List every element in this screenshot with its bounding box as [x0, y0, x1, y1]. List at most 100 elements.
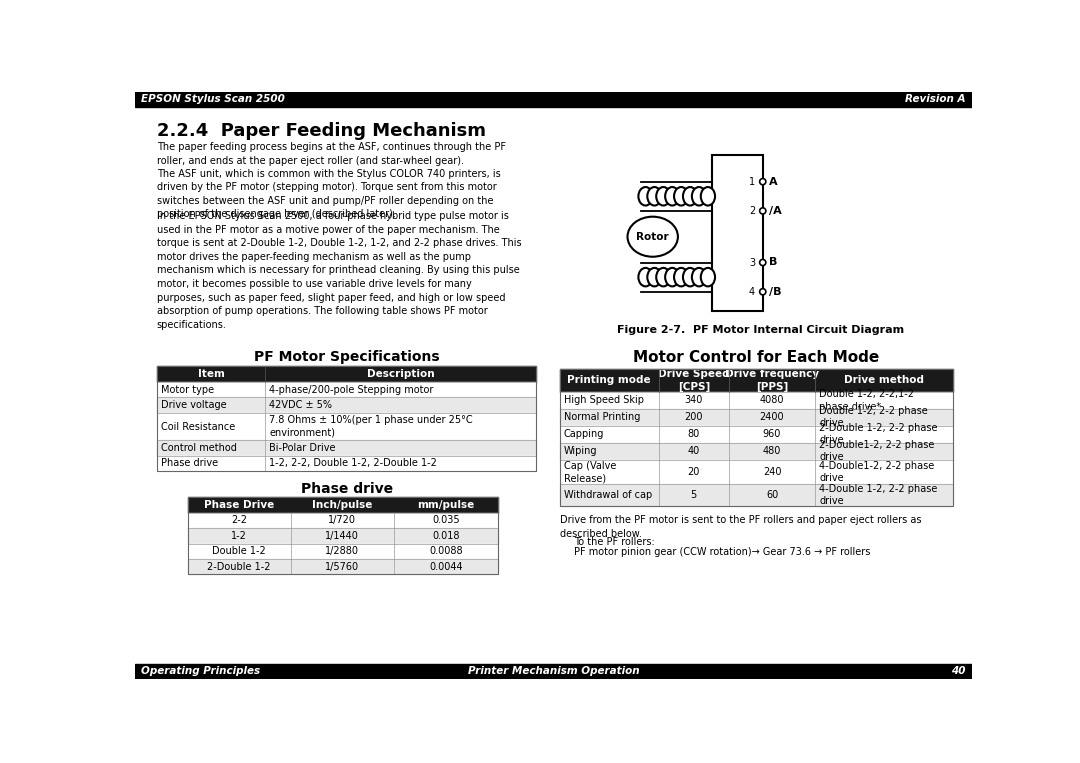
Text: Control method: Control method — [161, 443, 237, 453]
Text: Phase drive: Phase drive — [300, 482, 393, 496]
Text: Phase drive: Phase drive — [161, 459, 218, 468]
Bar — [157, 398, 537, 413]
Text: High Speed Skip: High Speed Skip — [564, 395, 644, 405]
Bar — [157, 382, 537, 398]
Text: Coil Resistance: Coil Resistance — [161, 421, 234, 432]
Circle shape — [759, 208, 766, 214]
Bar — [559, 485, 954, 506]
Bar — [188, 497, 498, 575]
Text: 1/720: 1/720 — [328, 516, 356, 526]
Text: Drive frequency
[PPS]: Drive frequency [PPS] — [725, 369, 819, 391]
Ellipse shape — [674, 187, 688, 205]
Bar — [559, 369, 954, 392]
Text: 340: 340 — [685, 395, 703, 405]
Text: 3: 3 — [748, 258, 755, 268]
Text: 1/5760: 1/5760 — [325, 562, 360, 571]
Text: mm/pulse: mm/pulse — [417, 500, 474, 510]
Text: 4-phase/200-pole Stepping motor: 4-phase/200-pole Stepping motor — [269, 385, 433, 394]
Text: 2-Double 1-2, 2-2 phase
drive: 2-Double 1-2, 2-2 phase drive — [820, 423, 937, 446]
Text: 1: 1 — [748, 177, 755, 187]
Circle shape — [759, 259, 766, 266]
Text: Rotor: Rotor — [636, 232, 669, 242]
Bar — [713, 155, 762, 311]
Bar — [559, 443, 954, 459]
Ellipse shape — [647, 187, 662, 205]
Text: Motor Control for Each Mode: Motor Control for Each Mode — [634, 349, 880, 365]
Text: PF motor pinion gear (CCW rotation)→ Gear 73.6 → PF rollers: PF motor pinion gear (CCW rotation)→ Gea… — [573, 547, 870, 558]
Text: 80: 80 — [688, 430, 700, 439]
Text: 0.0044: 0.0044 — [429, 562, 462, 571]
Text: B: B — [769, 257, 778, 268]
Text: 40: 40 — [688, 446, 700, 456]
Text: Inch/pulse: Inch/pulse — [312, 500, 373, 510]
Text: 960: 960 — [762, 430, 781, 439]
Text: 2-Double1-2, 2-2 phase
drive: 2-Double1-2, 2-2 phase drive — [820, 440, 934, 462]
Bar — [157, 456, 537, 472]
Ellipse shape — [701, 187, 715, 205]
Text: PF Motor Specifications: PF Motor Specifications — [254, 349, 440, 363]
Text: Drive Speed
[CPS]: Drive Speed [CPS] — [658, 369, 730, 391]
Text: 0.035: 0.035 — [432, 516, 460, 526]
Text: 240: 240 — [762, 467, 781, 477]
Text: 4-Double 1-2, 2-2 phase
drive: 4-Double 1-2, 2-2 phase drive — [820, 484, 937, 506]
Bar — [188, 528, 498, 543]
Bar — [157, 366, 537, 382]
Text: Motor type: Motor type — [161, 385, 214, 394]
Bar — [157, 413, 537, 440]
Text: The paper feeding process begins at the ASF, continues through the PF
roller, an: The paper feeding process begins at the … — [157, 143, 505, 166]
Text: 2400: 2400 — [759, 412, 784, 422]
Ellipse shape — [692, 268, 706, 286]
Text: 4: 4 — [748, 287, 755, 297]
Text: /A: /A — [769, 206, 782, 216]
Text: 42VDC ± 5%: 42VDC ± 5% — [269, 400, 332, 410]
Ellipse shape — [692, 187, 706, 205]
Text: Double 1-2, 2-2 phase
drive: Double 1-2, 2-2 phase drive — [820, 406, 928, 429]
Text: Wiping: Wiping — [564, 446, 597, 456]
Text: EPSON Stylus Scan 2500: EPSON Stylus Scan 2500 — [141, 95, 285, 105]
Text: 1/2880: 1/2880 — [325, 546, 360, 556]
Bar — [135, 664, 972, 679]
Bar — [188, 543, 498, 559]
Bar — [559, 369, 954, 506]
Text: Double 1-2: Double 1-2 — [213, 546, 266, 556]
Ellipse shape — [627, 217, 678, 256]
Text: 4-Double1-2, 2-2 phase
drive: 4-Double1-2, 2-2 phase drive — [820, 461, 934, 483]
Text: 2-Double 1-2: 2-Double 1-2 — [207, 562, 271, 571]
Ellipse shape — [638, 268, 652, 286]
Bar — [559, 392, 954, 409]
Bar — [157, 440, 537, 456]
Text: 0.018: 0.018 — [432, 531, 459, 541]
Text: 7.8 Ohms ± 10%(per 1 phase under 25°C
environment): 7.8 Ohms ± 10%(per 1 phase under 25°C en… — [269, 415, 473, 438]
Ellipse shape — [701, 268, 715, 286]
Text: The ASF unit, which is common with the Stylus COLOR 740 printers, is
driven by t: The ASF unit, which is common with the S… — [157, 169, 500, 219]
Text: 2.2.4  Paper Feeding Mechanism: 2.2.4 Paper Feeding Mechanism — [157, 122, 486, 140]
Bar — [157, 366, 537, 472]
Bar — [188, 513, 498, 528]
Text: 0.0088: 0.0088 — [429, 546, 462, 556]
Ellipse shape — [665, 187, 679, 205]
Text: Drive method: Drive method — [845, 375, 924, 385]
Ellipse shape — [683, 268, 698, 286]
Ellipse shape — [683, 187, 698, 205]
Ellipse shape — [657, 268, 671, 286]
Text: Printer Mechanism Operation: Printer Mechanism Operation — [468, 666, 639, 676]
Text: 2-2: 2-2 — [231, 516, 247, 526]
Ellipse shape — [674, 268, 688, 286]
Text: Cap (Valve
Release): Cap (Valve Release) — [564, 461, 616, 483]
Text: Item: Item — [198, 369, 225, 379]
Bar — [188, 497, 498, 513]
Ellipse shape — [638, 187, 652, 205]
Text: 1-2, 2-2, Double 1-2, 2-Double 1-2: 1-2, 2-2, Double 1-2, 2-Double 1-2 — [269, 459, 437, 468]
Text: 60: 60 — [766, 490, 779, 500]
Circle shape — [759, 288, 766, 295]
Bar — [559, 459, 954, 485]
Text: Drive voltage: Drive voltage — [161, 400, 226, 410]
Ellipse shape — [665, 268, 679, 286]
Text: 40: 40 — [951, 666, 966, 676]
Ellipse shape — [647, 268, 662, 286]
Text: 2: 2 — [748, 206, 755, 216]
Ellipse shape — [657, 187, 671, 205]
Bar — [135, 92, 972, 107]
Text: Normal Printing: Normal Printing — [564, 412, 640, 422]
Text: Bi-Polar Drive: Bi-Polar Drive — [269, 443, 336, 453]
